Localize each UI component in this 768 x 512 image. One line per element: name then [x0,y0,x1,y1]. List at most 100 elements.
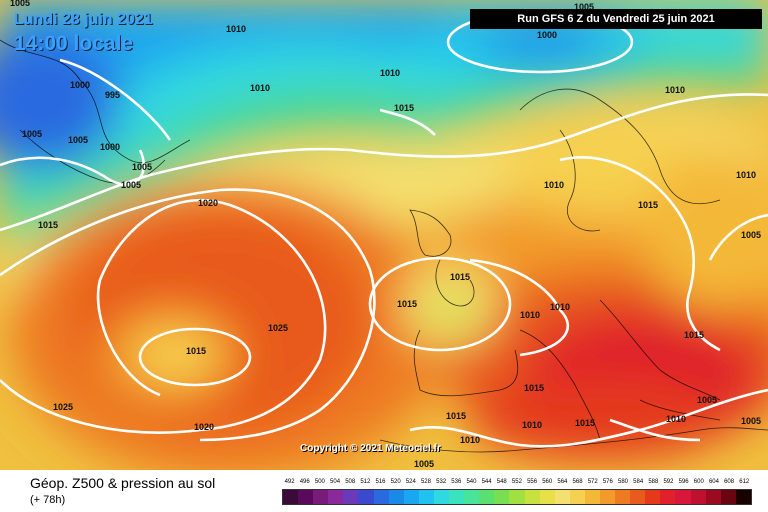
copyright-text: Copyright © 2021 Meteociel.fr [300,443,441,454]
legend-swatch [675,490,691,504]
isobar-label: 1015 [397,299,417,309]
isobar-label: 1000 [537,30,557,40]
lead-time: (+ 78h) [30,494,66,506]
legend-value: 544 [481,479,492,485]
isobar-label: 1010 [520,310,540,320]
legend-swatch [569,490,585,504]
legend-swatch [645,490,661,504]
isobar-label: 1005 [414,459,434,469]
isobar-label: 1015 [684,330,704,340]
legend-value: 520 [390,479,401,485]
isobar-label: 1020 [194,422,214,432]
legend-swatch [298,490,314,504]
forecast-time: 14:00 locale [14,32,134,55]
legend-value: 516 [375,479,386,485]
legend-labels: 492 496 500 504 508 512 516 520 524 528 532 536 540 5… [282,477,752,487]
legend-value: 592 [663,479,674,485]
legend-value: 504 [330,479,341,485]
legend-swatch [433,490,450,504]
legend-value: 612 [739,479,750,485]
isobar-label: 1015 [186,346,206,356]
isobar-label: 1010 [550,302,570,312]
isobar-label: 1025 [268,323,288,333]
legend-swatch [283,490,299,504]
isobar-label: 1010 [380,68,400,78]
isobar-label: 1005 [121,180,141,190]
isobar-label: 1010 [250,83,270,93]
isobar-label: 1005 [741,416,761,426]
isobar-label: 1015 [638,200,658,210]
legend-swatch [418,490,434,504]
legend-swatch [705,490,721,504]
isobar-label: 1015 [38,220,58,230]
isobar-label: 1015 [394,103,414,113]
isobar-label: 1015 [524,383,544,393]
legend-swatch [584,490,600,504]
legend-value: 492 [284,479,295,485]
legend-color-bar [282,489,752,505]
isobar-label: 1015 [446,411,466,421]
legend-swatch [449,490,465,504]
legend-value: 584 [633,479,644,485]
isobar-label: 1005 [22,129,42,139]
legend-value: 540 [466,479,477,485]
legend-value: 548 [496,479,507,485]
legend-value: 500 [314,479,325,485]
legend-swatch [630,490,646,504]
legend-swatch [464,490,480,504]
legend-swatch [403,490,419,504]
legend-swatch [720,490,736,504]
geopotential-field [0,0,768,470]
isobar-label: 1025 [53,402,73,412]
isobar-label: 1015 [575,418,595,428]
legend-value: 536 [451,479,462,485]
isobar-label: 1005 [741,230,761,240]
legend-value: 524 [405,479,416,485]
legend-value: 496 [299,479,310,485]
color-legend: 492 496 500 504 508 512 516 520 524 528 532 536 540 5… [282,477,752,507]
legend-value: 604 [708,479,719,485]
legend-value: 588 [648,479,659,485]
legend-swatch [509,490,525,504]
legend-swatch [494,490,510,504]
product-title: Géop. Z500 & pression au sol [30,475,216,491]
legend-value: 556 [527,479,538,485]
legend-swatch [554,490,570,504]
isobar-labels: 1005 1010 1000 1010 1010 1015 1000 995 1… [10,0,761,469]
legend-value: 532 [436,479,447,485]
isobar-label: 1005 [574,2,594,12]
isobar-label: 1010 [665,85,685,95]
legend-swatch [524,490,540,504]
legend-value: 564 [557,479,568,485]
legend-swatch [388,490,404,504]
legend-value: 572 [587,479,598,485]
legend-value: 576 [602,479,613,485]
legend-value: 608 [724,479,735,485]
isobar-label: 1010 [544,180,564,190]
legend-value: 508 [345,479,356,485]
legend-swatch [735,490,751,504]
isobar-label: 1010 [226,24,246,34]
legend-value: 580 [618,479,629,485]
legend-swatch [313,490,329,504]
legend-swatch [343,490,359,504]
isobar-label: 995 [105,90,120,100]
isobar-label: 1010 [736,170,756,180]
isobar-label: 1005 [68,135,88,145]
isobar-label: 1000 [70,80,90,90]
legend-swatch [615,490,631,504]
isobar-label: 1010 [522,420,542,430]
legend-value: 552 [511,479,522,485]
isobars [0,10,768,448]
footer-bar: Géop. Z500 & pression au sol (+ 78h) 492… [0,470,768,512]
legend-swatch [660,490,676,504]
model-run-label: Run GFS 6 Z du Vendredi 25 juin 2021 [470,9,762,29]
isobar-label: 1005 [132,162,152,172]
legend-swatch [328,490,344,504]
isobar-label: 1005 [10,0,30,8]
isobar-label: 1005 [697,395,717,405]
legend-swatch [358,490,374,504]
isobar-label: 1020 [198,198,218,208]
forecast-date: Lundi 28 juin 2021 [14,11,153,28]
